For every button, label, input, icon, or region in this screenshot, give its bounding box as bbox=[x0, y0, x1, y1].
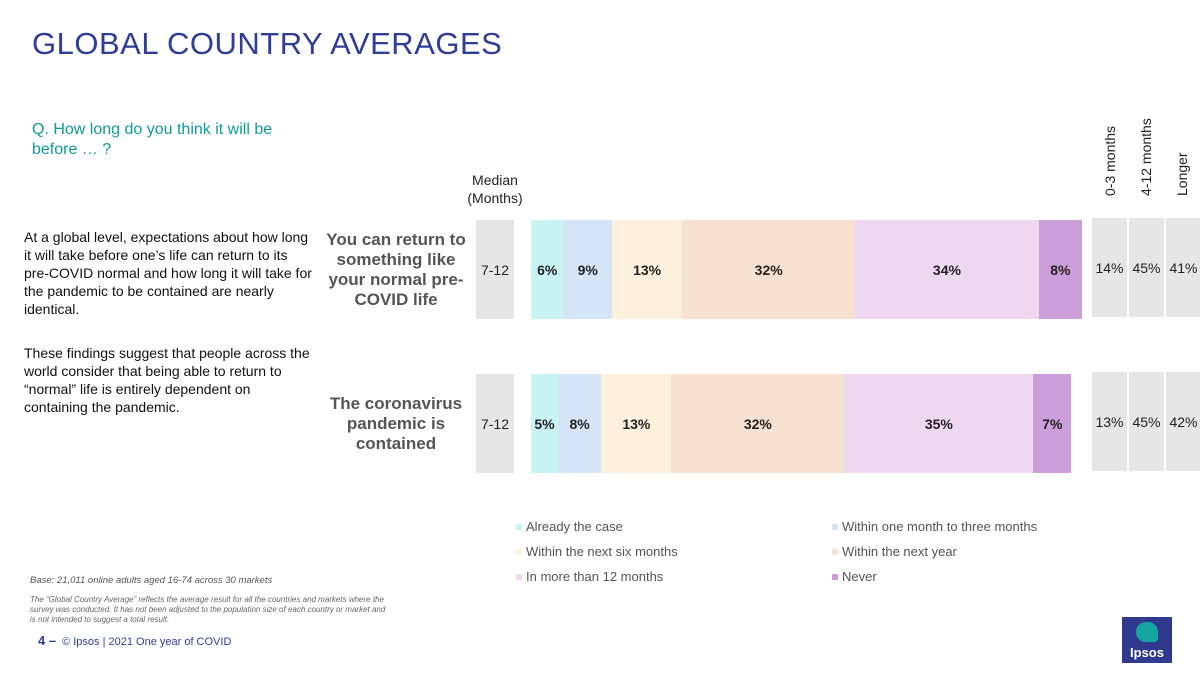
summary-cell: 41% bbox=[1166, 218, 1200, 317]
bar-data-label: 13% bbox=[622, 415, 651, 432]
bar-data-label: 7% bbox=[1042, 415, 1063, 432]
bar-data-label: 8% bbox=[569, 415, 590, 432]
legend-swatch bbox=[516, 573, 522, 580]
page-number: 4 – bbox=[38, 633, 57, 648]
legend-item-never: Never bbox=[832, 569, 877, 584]
summary-cell: 42% bbox=[1166, 372, 1200, 471]
footnote: The “Global Country Average” reflects th… bbox=[30, 595, 386, 624]
bar-segment-within-the-next-year: 32% bbox=[671, 374, 845, 473]
description-paragraph-2: These findings suggest that people acros… bbox=[24, 345, 310, 415]
row-label-pandemic-contained: The coronavirus pandemic is contained bbox=[329, 394, 463, 453]
base-note: Base: 21,011 online adults aged 16-74 ac… bbox=[30, 575, 273, 586]
bar-segment-never: 7% bbox=[1033, 374, 1072, 473]
legend-item-already: Already the case bbox=[516, 519, 623, 534]
summary-cell: 14% bbox=[1092, 218, 1127, 317]
bar-segment-within-the-next-six-months: 13% bbox=[601, 374, 672, 473]
logo-mark-icon bbox=[1136, 622, 1158, 642]
bar-data-label: 13% bbox=[633, 261, 662, 278]
bar-data-label: 34% bbox=[932, 261, 961, 278]
legend-swatch bbox=[516, 548, 522, 555]
question-text: Q. How long do you think it will be befo… bbox=[32, 121, 273, 158]
logo-text: Ipsos bbox=[1130, 645, 1164, 660]
median-value-row-2: 7-12 bbox=[476, 374, 514, 473]
legend-swatch bbox=[832, 548, 838, 555]
bar-data-label: 32% bbox=[754, 261, 783, 278]
bar-segment-within-one-month-to-three-months: 8% bbox=[558, 374, 602, 473]
bar-segment-within-one-month-to-three-months: 9% bbox=[563, 220, 613, 319]
median-header: Median (Months) bbox=[467, 172, 523, 206]
legend-item-one-to-three-months: Within one month to three months bbox=[832, 519, 1037, 534]
summary-cell: 45% bbox=[1129, 218, 1164, 317]
legend-swatch bbox=[832, 523, 838, 530]
bar-data-label: 9% bbox=[577, 261, 598, 278]
ipsos-logo: Ipsos bbox=[1122, 617, 1172, 663]
page-title: GLOBAL COUNTRY AVERAGES bbox=[32, 26, 503, 61]
bar-data-label: 32% bbox=[743, 415, 772, 432]
bar-segment-within-the-next-year: 32% bbox=[682, 220, 856, 319]
bar-segment-in-more-than-12-months: 34% bbox=[855, 220, 1039, 319]
legend-item-next-year: Within the next year bbox=[832, 544, 957, 559]
row-label-return-normal: You can return to something like your no… bbox=[326, 230, 466, 309]
median-value-row-1: 7-12 bbox=[476, 220, 514, 319]
bar-segment-within-the-next-six-months: 13% bbox=[612, 220, 683, 319]
bar-data-label: 5% bbox=[534, 415, 555, 432]
summary-header-4-12: 4-12 months bbox=[1138, 118, 1154, 196]
summary-cell: 45% bbox=[1129, 372, 1164, 471]
legend-swatch bbox=[516, 523, 522, 530]
bar-segment-in-more-than-12-months: 35% bbox=[844, 374, 1034, 473]
bar-segment-already-the-case: 6% bbox=[531, 220, 564, 319]
bar-data-label: 35% bbox=[924, 415, 953, 432]
legend-item-more-than-12: In more than 12 months bbox=[516, 569, 663, 584]
summary-cell: 13% bbox=[1092, 372, 1127, 471]
bar-data-label: 6% bbox=[537, 261, 558, 278]
summary-header-longer: Longer bbox=[1174, 152, 1190, 196]
summary-header-0-3: 0-3 months bbox=[1102, 125, 1118, 196]
bar-data-label: 8% bbox=[1050, 261, 1071, 278]
legend-item-six-months: Within the next six months bbox=[516, 544, 678, 559]
legend-swatch bbox=[832, 573, 838, 580]
footer: 4 – © Ipsos | 2021 One year of COVID bbox=[38, 633, 231, 648]
footer-text: © Ipsos | 2021 One year of COVID bbox=[62, 636, 232, 648]
bar-segment-already-the-case: 5% bbox=[531, 374, 558, 473]
bar-segment-never: 8% bbox=[1038, 220, 1082, 319]
description-paragraph-1: At a global level, expectations about ho… bbox=[24, 229, 312, 317]
